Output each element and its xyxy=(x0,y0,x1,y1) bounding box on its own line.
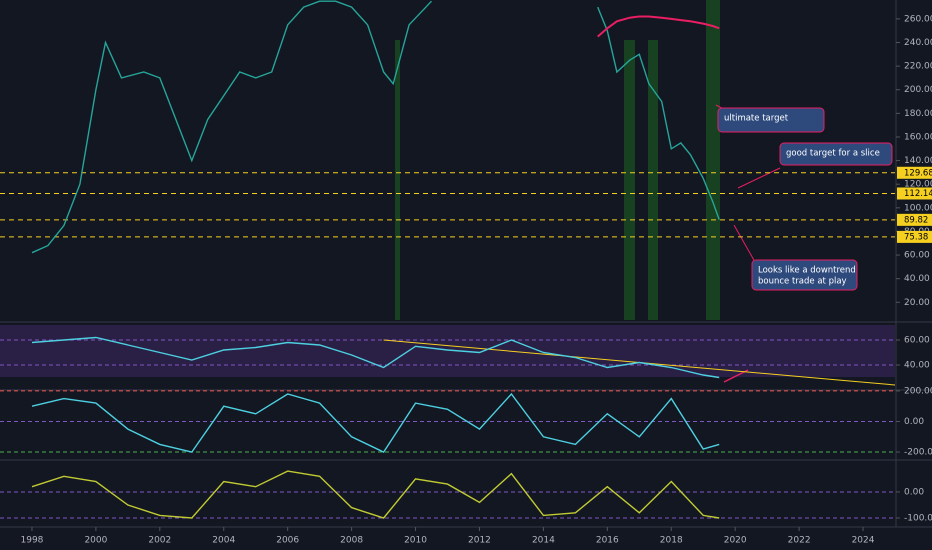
series-line xyxy=(597,15,720,38)
x-tick-label: 2016 xyxy=(596,536,619,546)
annotation-text: ultimate target xyxy=(724,114,789,124)
x-tick-label: 2020 xyxy=(724,536,747,546)
y-tick-label: 0.00 xyxy=(904,487,924,497)
x-tick-label: 2008 xyxy=(340,536,363,546)
x-tick-label: 2004 xyxy=(212,536,235,546)
highlight-band xyxy=(706,0,720,320)
highlight-band xyxy=(624,40,635,320)
x-tick-label: 2002 xyxy=(148,536,171,546)
annotation-arrow xyxy=(733,224,756,263)
highlight-band xyxy=(648,40,658,320)
level-label: 112.14 xyxy=(904,189,932,199)
level-label-bg xyxy=(897,230,932,243)
y-tick-label: -200.00 xyxy=(904,448,932,458)
y-tick-label: 120.00 xyxy=(904,180,932,190)
series-line xyxy=(31,392,720,453)
y-tick-label: 100.00 xyxy=(904,203,932,213)
x-tick-label: 2000 xyxy=(84,536,107,546)
y-tick-label: 0.00 xyxy=(904,417,924,427)
level-label: 129.68 xyxy=(904,168,932,178)
y-tick-label: 40.00 xyxy=(904,361,930,371)
annotation-text: good target for a slice xyxy=(786,149,880,159)
annotation-box xyxy=(751,259,858,291)
level-label-bg xyxy=(897,213,932,226)
highlight-band xyxy=(395,40,400,320)
x-tick-label: 2006 xyxy=(276,536,299,546)
x-tick-label: 2024 xyxy=(852,536,875,546)
series-line xyxy=(31,0,720,254)
series-line xyxy=(31,470,720,519)
x-tick-label: 1998 xyxy=(21,536,44,546)
y-tick-label: 60.00 xyxy=(904,251,930,261)
annotation-arrow xyxy=(737,167,781,189)
y-tick-label: 160.00 xyxy=(904,132,932,142)
annotation: ultimate target xyxy=(717,107,825,133)
rsi-band xyxy=(0,325,895,377)
y-tick-label: 180.00 xyxy=(904,109,932,119)
y-tick-label: 260.00 xyxy=(904,14,932,24)
y-tick-label: 200.00 xyxy=(904,386,932,396)
x-tick-label: 2014 xyxy=(532,536,555,546)
annotation-text: Looks like a downtrend xyxy=(758,266,856,276)
y-tick-label: -100.00 xyxy=(904,513,932,523)
series-line xyxy=(31,336,720,379)
level-label-bg xyxy=(897,187,932,200)
level-label: 89.82 xyxy=(904,215,928,225)
y-tick-label: 220.00 xyxy=(904,62,932,72)
annotation: good target for a slice xyxy=(779,142,893,166)
y-tick-label: 20.00 xyxy=(904,298,930,308)
y-tick-label: 240.00 xyxy=(904,38,932,48)
annotation-box xyxy=(779,142,893,166)
annotation-box xyxy=(717,107,825,133)
y-tick-label: 140.00 xyxy=(904,156,932,166)
x-tick-label: 2012 xyxy=(468,536,491,546)
x-tick-label: 2022 xyxy=(788,536,811,546)
y-tick-label: 60.00 xyxy=(904,336,930,346)
y-tick-label: 40.00 xyxy=(904,274,930,284)
level-label-bg xyxy=(897,166,932,179)
x-tick-label: 2018 xyxy=(660,536,683,546)
level-label: 75.38 xyxy=(904,232,928,242)
x-tick-label: 2010 xyxy=(404,536,427,546)
y-tick-label: 200.00 xyxy=(904,85,932,95)
annotation-text: bounce trade at play xyxy=(758,277,847,287)
